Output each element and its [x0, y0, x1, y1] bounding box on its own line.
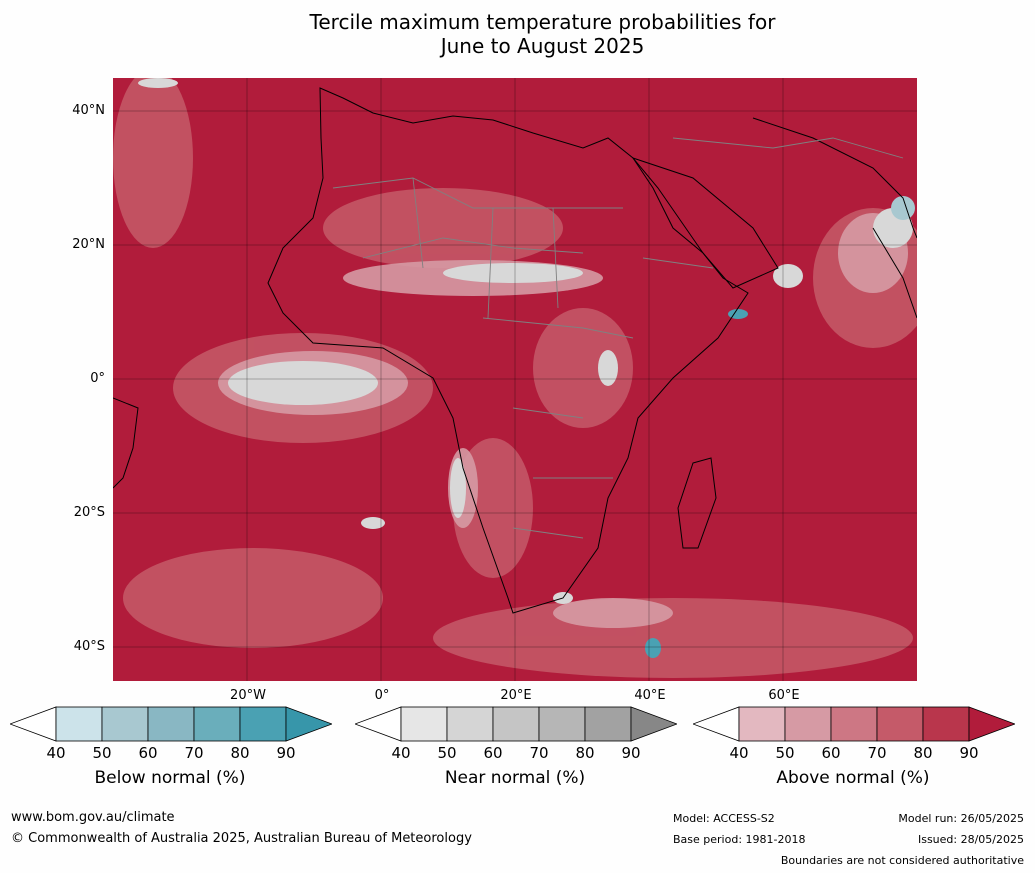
above-normal-extend-low	[693, 706, 740, 742]
above-normal-extend-high	[968, 706, 1015, 742]
below-normal-tick-label: 80	[230, 744, 250, 762]
coastlines	[113, 87, 917, 614]
near-normal-tick-label: 50	[437, 744, 457, 762]
near-normal-swatch	[446, 706, 494, 742]
below-normal-tick-label: 70	[184, 744, 204, 762]
model-run-text: Model run: 26/05/2025	[898, 812, 1024, 825]
near-normal-tick-label: 60	[483, 744, 503, 762]
lat-label-40s: 40°S	[73, 639, 105, 654]
below-normal-colorbar-svg	[10, 706, 332, 742]
near-normal-label: Near normal (%)	[444, 768, 586, 788]
near-normal-tick-label: 80	[575, 744, 595, 762]
above-normal-swatch	[830, 706, 878, 742]
near-normal-colorbar	[355, 706, 677, 744]
near-normal-patches	[138, 78, 913, 604]
near-normal-extend-low	[355, 706, 402, 742]
below-normal-tick-label: 90	[276, 744, 296, 762]
above-normal-colorbar-svg	[693, 706, 1015, 742]
above-normal-label: Above normal (%)	[776, 768, 930, 788]
probability-map[interactable]	[113, 78, 917, 681]
above-normal-swatch	[738, 706, 786, 742]
lon-label-60e: 60°E	[768, 688, 800, 703]
above-normal-tick-label: 50	[775, 744, 795, 762]
near-normal-colorbar-svg	[355, 706, 677, 742]
above-normal-tick-label: 80	[913, 744, 933, 762]
lat-label-0: 0°	[90, 371, 105, 386]
above-normal-swatch	[784, 706, 832, 742]
below-normal-patches	[645, 196, 915, 658]
map-svg	[113, 78, 917, 681]
chart-title: Tercile maximum temperature probabilitie…	[0, 10, 1035, 58]
below-normal-swatch	[101, 706, 149, 742]
near-normal-swatch	[400, 706, 448, 742]
title-line-1: Tercile maximum temperature probabilitie…	[309, 10, 776, 34]
issued-text: Issued: 28/05/2025	[917, 833, 1024, 846]
model-text: Model: ACCESS-S2	[673, 812, 775, 825]
near-normal-tick-label: 40	[391, 744, 411, 762]
below-normal-tick-label: 60	[138, 744, 158, 762]
below-normal-tick-label: 40	[46, 744, 66, 762]
title-line-2: June to August 2025	[440, 34, 645, 58]
below-normal-extend-low	[10, 706, 57, 742]
near-normal-swatch	[538, 706, 586, 742]
below-normal-swatch	[147, 706, 195, 742]
below-normal-colorbar	[10, 706, 332, 744]
near-normal-extend-high	[630, 706, 677, 742]
lon-label-20e: 20°E	[500, 688, 532, 703]
copyright-text: © Commonwealth of Australia 2025, Austra…	[11, 831, 472, 846]
above-normal-tick-label: 40	[729, 744, 749, 762]
below-normal-extend-high	[285, 706, 332, 742]
below-normal-swatch	[193, 706, 241, 742]
lat-label-20s: 20°S	[73, 505, 105, 520]
lat-label-40n: 40°N	[72, 103, 105, 118]
lon-label-0: 0°	[374, 688, 390, 703]
lat-label-20n: 20°N	[72, 237, 105, 252]
near-normal-tick-label: 90	[621, 744, 641, 762]
above-normal-tick-label: 90	[959, 744, 979, 762]
near-normal-swatch	[584, 706, 632, 742]
above-normal-tick-label: 60	[821, 744, 841, 762]
below-normal-swatch	[55, 706, 103, 742]
lon-label-40e: 40°E	[634, 688, 666, 703]
base-period-text: Base period: 1981-2018	[673, 833, 806, 846]
below-normal-label: Below normal (%)	[94, 768, 246, 788]
above-normal-swatch	[922, 706, 970, 742]
below-normal-swatch	[239, 706, 287, 742]
below-normal-tick-label: 50	[92, 744, 112, 762]
website-link[interactable]: www.bom.gov.au/climate	[11, 810, 175, 825]
gridlines	[113, 78, 917, 681]
country-boundaries	[332, 137, 904, 539]
above-normal-swatch	[876, 706, 924, 742]
above-normal-colorbar	[693, 706, 1015, 744]
disclaimer-text: Boundaries are not considered authoritat…	[780, 854, 1024, 867]
lon-label-20w: 20°W	[230, 688, 266, 703]
above-normal-tick-label: 70	[867, 744, 887, 762]
near-normal-swatch	[492, 706, 540, 742]
near-normal-tick-label: 70	[529, 744, 549, 762]
